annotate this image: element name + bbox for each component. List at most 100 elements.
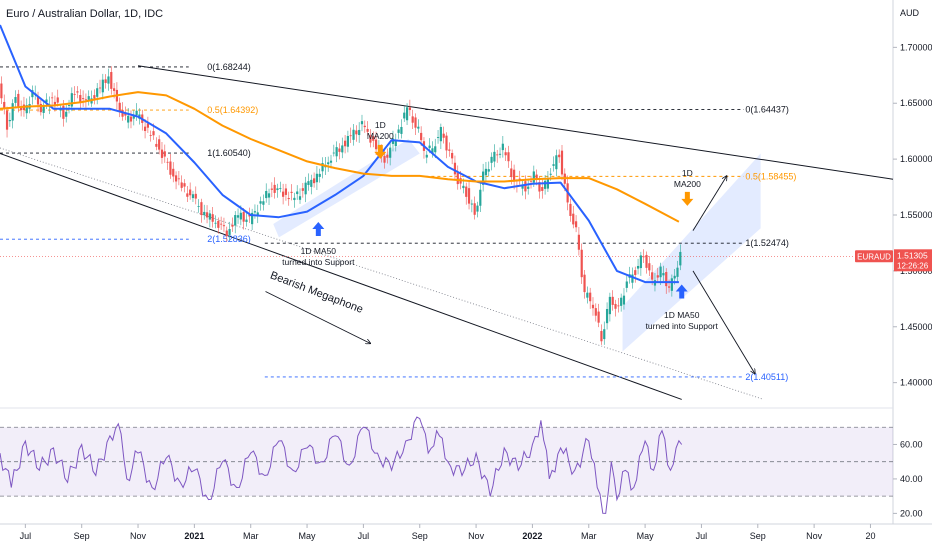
megaphone-top [137,65,894,180]
price-candle-body [208,213,211,220]
price-candle-body [236,215,240,218]
time-tick-label: Mar [243,531,259,541]
price-candle-body [651,272,654,280]
rsi-tick-label: 40.00 [900,474,923,484]
annotation-arrow [374,144,387,159]
price-candle-body [293,197,296,201]
price-candle-body [490,156,493,163]
price-candle-body [487,169,490,172]
dotted-support [0,147,764,400]
price-candle-body [538,182,541,192]
price-candle-body [259,201,262,204]
price-candle-body [560,150,564,175]
price-candle-body [225,230,228,237]
fib-level-label: 0(1.68244) [207,62,251,72]
time-tick-label: Sep [74,531,90,541]
price-candle-body [470,203,473,205]
price-candle-body [327,162,330,165]
price-candle-body [572,213,575,225]
price-candle-body [417,126,420,129]
bearish-megaphone-arrow [265,291,371,343]
price-candle-body [180,182,183,188]
price-candle-body [177,178,180,180]
price-candle-body [73,93,76,95]
price-candle-body [166,161,169,163]
price-candle-body [574,221,578,228]
price-candle-body [321,163,324,172]
price-tick-label: 1.40000 [900,378,932,388]
price-candle-body [622,295,626,305]
price-candle-body [611,296,614,305]
price-candle-body [253,211,257,213]
price-candle-body [403,112,406,119]
price-candle-body [65,111,68,117]
price-candle-body [603,329,606,340]
price-candle-body [620,297,623,306]
price-candle-body [82,98,85,100]
price-candle-body [504,152,507,156]
price-candle-body [363,125,366,128]
time-tick-label: Sep [750,531,766,541]
price-candle-body [434,146,437,153]
price-candle-body [211,214,214,222]
price-candle-body [203,211,206,216]
time-tick-label: Sep [412,531,428,541]
price-candle-body [448,149,451,151]
time-tick-label: 20 [865,531,875,541]
price-candle-body [476,205,479,212]
price-candle-body [428,145,431,148]
price-candle-body [501,143,504,151]
price-candle-body [625,281,628,288]
fib-level-label: 2(1.52836) [207,234,251,244]
price-candle-body [648,263,651,271]
price-candle-body [352,129,355,140]
price-candle-body [482,171,485,185]
time-tick-label: Mar [581,531,597,541]
price-candle-body [605,309,609,324]
price-candle-body [93,95,96,99]
price-candle-body [129,116,133,122]
price-candle-body [408,107,411,111]
price-candle-body [358,129,361,136]
price-candle-body [76,91,79,93]
annotation-text: 1D MA50 [664,310,700,320]
price-candle-body [594,308,597,316]
price-candle-body [220,223,223,225]
price-candle-body [149,135,152,136]
rsi-line [0,416,683,514]
price-candle-body [214,222,217,224]
time-tick-label: 2021 [184,531,204,541]
price-candle-body [346,135,350,147]
price-candle-body [287,197,290,200]
price-candle-body [343,140,347,147]
price-candle-body [414,117,417,128]
price-candle-body [110,72,113,89]
price-candle-body [332,152,335,154]
price-candle-body [532,171,535,183]
price-tick-label: 1.55000 [900,210,932,220]
price-candle-body [498,153,502,155]
price-candle-body [143,126,147,131]
price-candle-body [524,181,527,192]
price-candle-body [662,273,665,276]
price-candle-body [200,202,203,216]
price-candle-body [70,93,73,107]
price-candle-body [194,193,197,199]
price-candle-body [614,303,617,309]
price-candle-body [217,220,220,228]
price-candle-body [473,203,476,215]
price-candle-body [513,169,516,182]
price-candle-body [589,292,592,302]
price-candle-body [484,168,488,176]
price-candle-body [436,137,440,138]
price-candle-body [451,152,454,159]
price-candle-body [5,110,9,130]
price-tick-label: 1.70000 [900,42,932,52]
price-candle-body [87,96,90,100]
fib-level-label: 1(1.60540) [207,148,251,158]
price-candle-body [372,136,375,141]
price-candle-body [656,275,659,278]
price-candle-body [405,107,409,121]
